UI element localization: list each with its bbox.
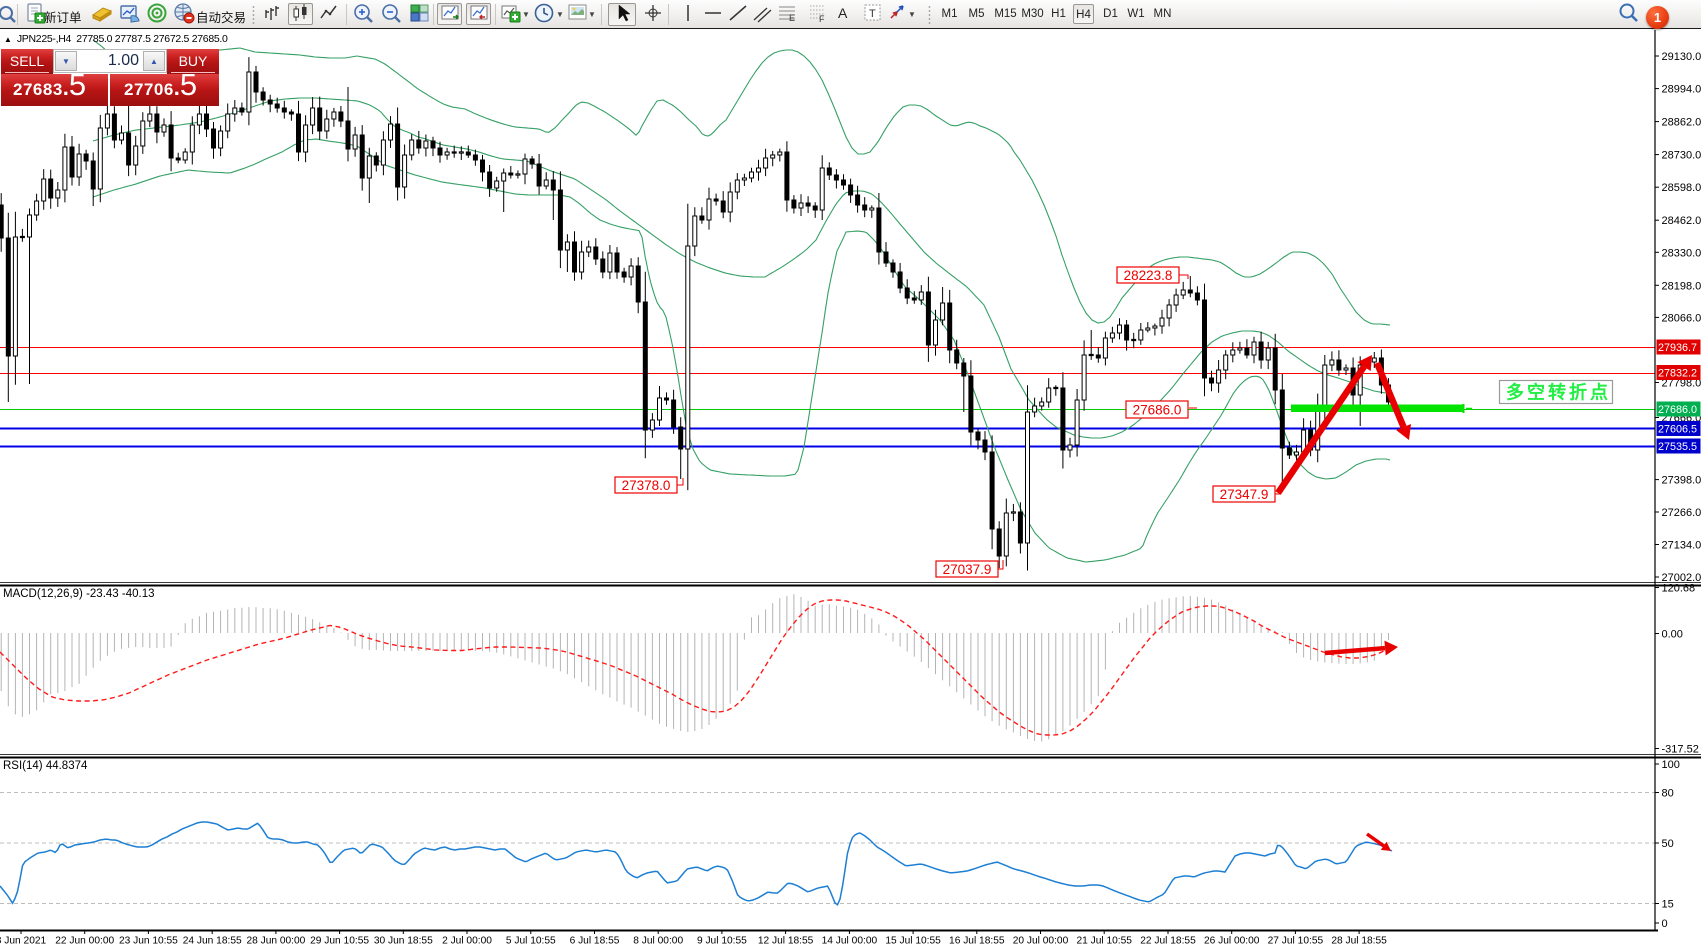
svg-text:16 Jul 18:55: 16 Jul 18:55 <box>949 936 1005 947</box>
svg-text:23 Jun 10:55: 23 Jun 10:55 <box>119 936 178 947</box>
svg-text:28330.0: 28330.0 <box>1662 247 1701 259</box>
svg-text:27266.0: 27266.0 <box>1662 507 1701 519</box>
svg-text:F: F <box>819 14 825 24</box>
svg-text:28462.0: 28462.0 <box>1662 215 1701 227</box>
svg-text:27686.0: 27686.0 <box>1658 404 1697 416</box>
svg-text:6 Jul 18:55: 6 Jul 18:55 <box>570 936 620 947</box>
svg-text:20 Jul 00:00: 20 Jul 00:00 <box>1013 936 1069 947</box>
svg-text:27606.5: 27606.5 <box>1658 424 1697 436</box>
svg-text:多空转折点: 多空转折点 <box>1506 382 1611 403</box>
svg-text:28198.0: 28198.0 <box>1662 280 1701 292</box>
svg-text:T: T <box>869 8 876 20</box>
svg-text:8 Jul 00:00: 8 Jul 00:00 <box>633 936 683 947</box>
svg-text:15: 15 <box>1662 899 1674 911</box>
svg-text:27378.0: 27378.0 <box>622 478 671 493</box>
svg-text:-317.52: -317.52 <box>1662 744 1699 756</box>
svg-text:MACD(12,26,9) -23.43 -40.13: MACD(12,26,9) -23.43 -40.13 <box>3 588 155 600</box>
svg-text:29130.0: 29130.0 <box>1662 51 1701 63</box>
svg-text:28598.0: 28598.0 <box>1662 182 1701 194</box>
svg-text:9 Jul 10:55: 9 Jul 10:55 <box>697 936 747 947</box>
svg-text:27686.0: 27686.0 <box>1133 402 1182 417</box>
svg-text:2 Jul 00:00: 2 Jul 00:00 <box>442 936 492 947</box>
svg-text:26 Jul 00:00: 26 Jul 00:00 <box>1204 936 1260 947</box>
svg-text:27002.0: 27002.0 <box>1662 572 1701 584</box>
svg-text:120.68: 120.68 <box>1662 583 1696 595</box>
svg-text:28066.0: 28066.0 <box>1662 312 1701 324</box>
svg-text:12 Jul 18:55: 12 Jul 18:55 <box>758 936 814 947</box>
svg-text:27134.0: 27134.0 <box>1662 540 1701 552</box>
svg-text:50: 50 <box>1662 838 1674 850</box>
svg-text:27037.9: 27037.9 <box>943 562 992 577</box>
svg-text:5 Jul 10:55: 5 Jul 10:55 <box>506 936 556 947</box>
svg-text:27347.9: 27347.9 <box>1220 487 1269 502</box>
svg-text:27535.5: 27535.5 <box>1658 441 1697 453</box>
svg-text:28 Jun 00:00: 28 Jun 00:00 <box>246 936 305 947</box>
svg-text:E: E <box>789 13 795 23</box>
svg-text:100: 100 <box>1662 759 1680 771</box>
svg-text:14 Jul 00:00: 14 Jul 00:00 <box>822 936 878 947</box>
svg-text:28994.0: 28994.0 <box>1662 84 1701 96</box>
svg-text:24 Jun 18:55: 24 Jun 18:55 <box>183 936 242 947</box>
svg-text:27798.0: 27798.0 <box>1662 378 1701 390</box>
svg-text:28223.8: 28223.8 <box>1124 268 1173 283</box>
svg-text:28 Jul 18:55: 28 Jul 18:55 <box>1331 936 1387 947</box>
svg-text:30 Jun 18:55: 30 Jun 18:55 <box>374 936 433 947</box>
svg-text:0.00: 0.00 <box>1662 629 1683 641</box>
svg-text:8 Jun 2021: 8 Jun 2021 <box>0 936 47 947</box>
svg-text:28730.0: 28730.0 <box>1662 150 1701 162</box>
svg-text:27 Jul 10:55: 27 Jul 10:55 <box>1268 936 1324 947</box>
svg-text:21 Jul 10:55: 21 Jul 10:55 <box>1076 936 1132 947</box>
svg-text:15 Jul 10:55: 15 Jul 10:55 <box>885 936 941 947</box>
svg-text:29 Jun 10:55: 29 Jun 10:55 <box>310 936 369 947</box>
svg-text:22 Jun 00:00: 22 Jun 00:00 <box>55 936 114 947</box>
svg-text:27832.2: 27832.2 <box>1658 368 1697 380</box>
svg-text:RSI(14) 44.8374: RSI(14) 44.8374 <box>3 760 88 772</box>
svg-text:22 Jul 18:55: 22 Jul 18:55 <box>1140 936 1196 947</box>
svg-text:28862.0: 28862.0 <box>1662 117 1701 129</box>
svg-text:0: 0 <box>1662 918 1668 930</box>
svg-text:27398.0: 27398.0 <box>1662 475 1701 487</box>
svg-text:27936.7: 27936.7 <box>1658 342 1697 354</box>
svg-text:80: 80 <box>1662 788 1674 800</box>
